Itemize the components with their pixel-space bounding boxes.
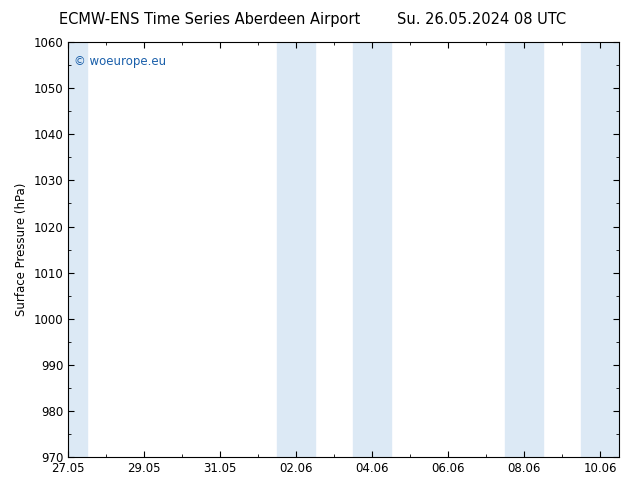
Y-axis label: Surface Pressure (hPa): Surface Pressure (hPa)	[15, 183, 28, 316]
Text: ECMW-ENS Time Series Aberdeen Airport: ECMW-ENS Time Series Aberdeen Airport	[58, 12, 360, 27]
Bar	[353, 42, 391, 457]
Text: Su. 26.05.2024 08 UTC: Su. 26.05.2024 08 UTC	[398, 12, 566, 27]
Bar	[505, 42, 543, 457]
Bar	[277, 42, 315, 457]
Text: © woeurope.eu: © woeurope.eu	[74, 54, 166, 68]
Bar	[581, 42, 619, 457]
Bar	[68, 42, 87, 457]
